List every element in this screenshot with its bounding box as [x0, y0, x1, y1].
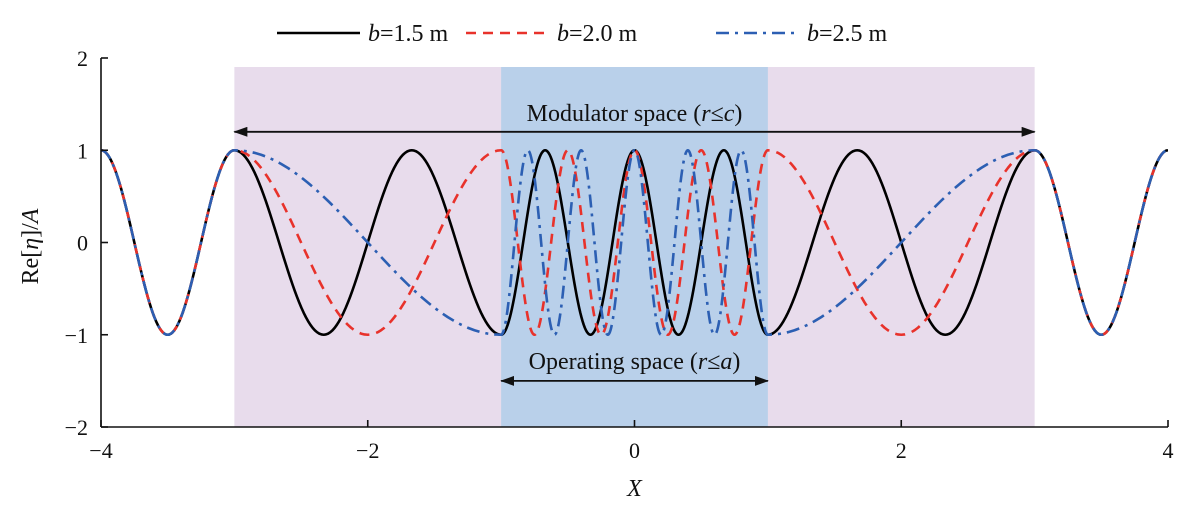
legend-label-1-part: =1.5 m — [380, 21, 449, 47]
y-axis-title-part: η — [18, 238, 44, 250]
x-tick-label: −4 — [89, 438, 112, 463]
annotation-text-modulator: Modulator space (r≤c) — [527, 101, 743, 127]
x-tick-label: 4 — [1163, 438, 1174, 463]
legend: b=1.5 m b=2.0 m b=2.5 m — [277, 21, 888, 47]
y-axis-title-part: A — [18, 208, 44, 225]
annotation-text-operating-part: ≤ — [707, 349, 720, 375]
legend-label-3-part: =2.5 m — [819, 21, 888, 47]
annotation-text-modulator-part: Modulator space ( — [527, 101, 702, 127]
series-line-3 — [100, 148, 1168, 337]
legend-label-2-part: b — [557, 21, 569, 47]
annotation-text-modulator-part: ) — [734, 101, 742, 127]
y-tick-label: 1 — [77, 138, 88, 163]
y-tick-label: −1 — [65, 323, 88, 348]
annotation-text-operating: Operating space (r≤a) — [529, 349, 741, 375]
y-tick-label: 2 — [77, 46, 88, 71]
y-axis-title: Re[η]/A — [18, 208, 44, 284]
legend-label-2-part: =2.0 m — [569, 21, 638, 47]
legend-label-3-part: b — [807, 21, 819, 47]
series-layer — [100, 148, 1168, 337]
legend-label-1: b=1.5 m — [368, 21, 449, 47]
annotation-text-modulator-part: c — [724, 101, 735, 127]
annotation-text-operating-part: ) — [732, 349, 740, 375]
annotations: Modulator space (r≤c)Operating space (r≤… — [233, 101, 1036, 386]
annotation-text-modulator-part: r — [701, 101, 711, 127]
legend-label-2: b=2.0 m — [557, 21, 638, 47]
legend-label-1-part: b — [368, 21, 380, 47]
annotation-text-operating-part: Operating space ( — [529, 349, 698, 375]
x-tick-label: −2 — [356, 438, 379, 463]
y-axis-title-part: ]/ — [18, 223, 44, 238]
legend-label-3: b=2.5 m — [807, 21, 888, 47]
x-tick-label: 2 — [896, 438, 907, 463]
annotation-text-modulator-part: ≤ — [711, 101, 724, 127]
annotation-text-operating-part: r — [698, 349, 708, 375]
y-tick-label: −2 — [65, 415, 88, 440]
y-tick-label: 0 — [77, 231, 88, 256]
x-tick-label: 0 — [629, 438, 640, 463]
y-axis-title-part: Re[ — [18, 250, 44, 285]
annotation-text-operating-part: a — [720, 349, 732, 375]
series-line-2 — [100, 148, 1168, 337]
x-axis-title: X — [626, 476, 643, 502]
